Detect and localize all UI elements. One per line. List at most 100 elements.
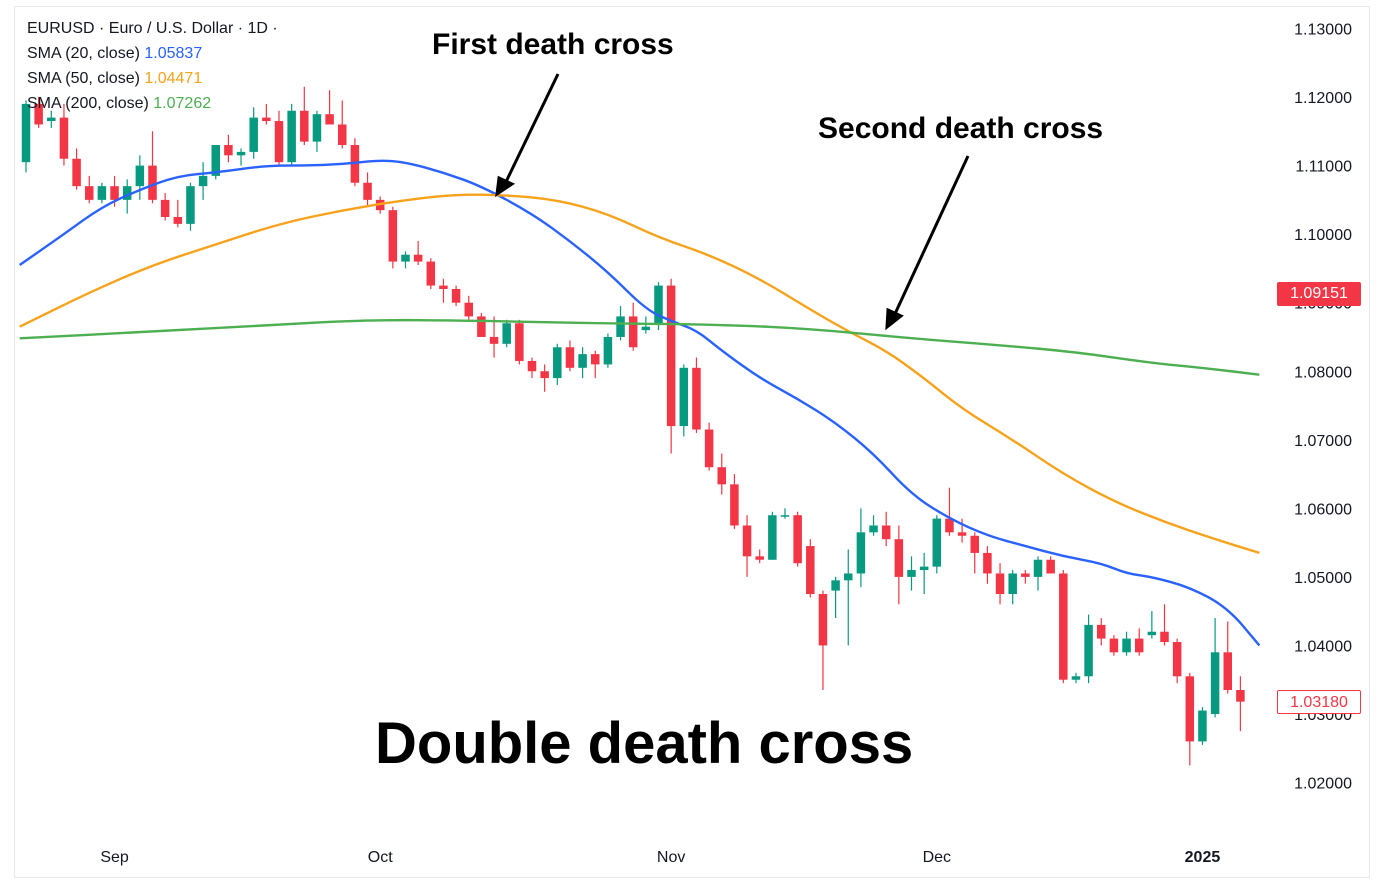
y-tick-label: 1.06000 (1294, 501, 1352, 518)
candle (957, 518, 967, 543)
candle (1147, 611, 1157, 639)
candle (1236, 676, 1245, 732)
candle (439, 278, 448, 303)
candle (527, 357, 537, 379)
candle (553, 343, 562, 385)
candle (565, 340, 575, 372)
candle (983, 546, 992, 584)
y-tick-label: 1.11000 (1295, 159, 1352, 176)
candle (211, 145, 220, 180)
candle (47, 110, 56, 128)
candle (856, 508, 866, 588)
candle (186, 182, 195, 231)
sma200-line (19, 318, 1260, 376)
candle (274, 110, 284, 166)
candle (148, 131, 157, 204)
candle (1084, 614, 1093, 684)
candle (515, 319, 524, 365)
y-tick-label: 1.10000 (1294, 227, 1352, 244)
candle (844, 549, 853, 646)
candle (236, 148, 246, 166)
candle (1185, 672, 1195, 766)
candle (1033, 556, 1043, 591)
candle (1097, 618, 1106, 646)
candle (603, 333, 613, 368)
candle (97, 182, 107, 204)
candle (451, 285, 461, 307)
candle (540, 364, 549, 392)
candle (1071, 672, 1081, 684)
candle (262, 103, 271, 125)
sma200-legend[interactable]: SMA (200, close) 1.07262 (27, 91, 278, 116)
candle (1172, 638, 1182, 684)
candle (591, 350, 600, 379)
x-tick-label: Sep (100, 849, 129, 866)
sma50-line (19, 193, 1260, 555)
first-cross-arrow (502, 73, 560, 187)
candle (1046, 556, 1055, 574)
candle (502, 319, 511, 348)
second-cross-arrowhead (885, 307, 904, 331)
candle (287, 103, 296, 166)
candle (780, 508, 790, 519)
candle (173, 199, 183, 228)
x-tick-label: 2025 (1185, 849, 1221, 866)
candle (578, 347, 587, 379)
candle (654, 282, 663, 331)
y-tick-label: 1.05000 (1294, 570, 1352, 587)
candle (426, 258, 436, 289)
candle (742, 515, 752, 577)
candle (768, 511, 777, 560)
candle (1109, 635, 1119, 656)
first-cross-arrowhead (495, 175, 516, 198)
sma50-value: 1.04471 (144, 70, 203, 87)
candle (388, 206, 398, 269)
sma200-label: SMA (200, close) (27, 95, 149, 112)
x-tick-label: Oct (368, 849, 393, 866)
double-death-cross-title: Double death cross (375, 711, 914, 776)
candle (907, 556, 916, 591)
candle (59, 103, 69, 166)
candle (831, 576, 840, 619)
candle (401, 251, 410, 269)
candle (413, 241, 423, 265)
candle (881, 511, 891, 547)
candle (338, 100, 347, 149)
sma50-legend[interactable]: SMA (50, close) 1.04471 (27, 66, 278, 91)
candle (869, 515, 878, 536)
candle (995, 563, 1005, 605)
candle (1059, 570, 1068, 684)
candle (1134, 628, 1144, 656)
candle (894, 525, 904, 605)
y-tick-label: 1.13000 (1294, 22, 1352, 39)
candle (793, 511, 802, 567)
candle (1198, 707, 1207, 745)
candle (85, 175, 94, 204)
candle (464, 295, 473, 320)
candle (1122, 631, 1131, 656)
sma20-legend[interactable]: SMA (20, close) 1.05837 (27, 41, 278, 66)
candle (666, 278, 676, 454)
y-tick-label: 1.12000 (1294, 90, 1352, 107)
y-tick-label: 1.02000 (1294, 776, 1352, 793)
symbol-line[interactable]: EURUSD · Euro / U.S. Dollar · 1D · (27, 20, 278, 37)
candle (224, 134, 233, 163)
y-tick-label: 1.07000 (1294, 433, 1352, 450)
candle (932, 515, 942, 574)
candle (679, 364, 689, 437)
candle (1210, 618, 1220, 718)
first-death-cross-label: First death cross (432, 28, 674, 61)
candle (300, 86, 309, 146)
candle (363, 172, 372, 207)
candle (21, 100, 31, 173)
candle (818, 590, 828, 691)
second-cross-arrow (892, 155, 970, 317)
price-tag-sma: 1.09151 (1277, 282, 1361, 306)
candle (628, 302, 638, 351)
candle (919, 552, 929, 595)
sma20-value: 1.05837 (144, 45, 203, 62)
sma20-line (18, 159, 1261, 647)
candle (806, 539, 815, 598)
y-tick-label: 1.04000 (1294, 638, 1352, 655)
candle (1160, 604, 1169, 646)
